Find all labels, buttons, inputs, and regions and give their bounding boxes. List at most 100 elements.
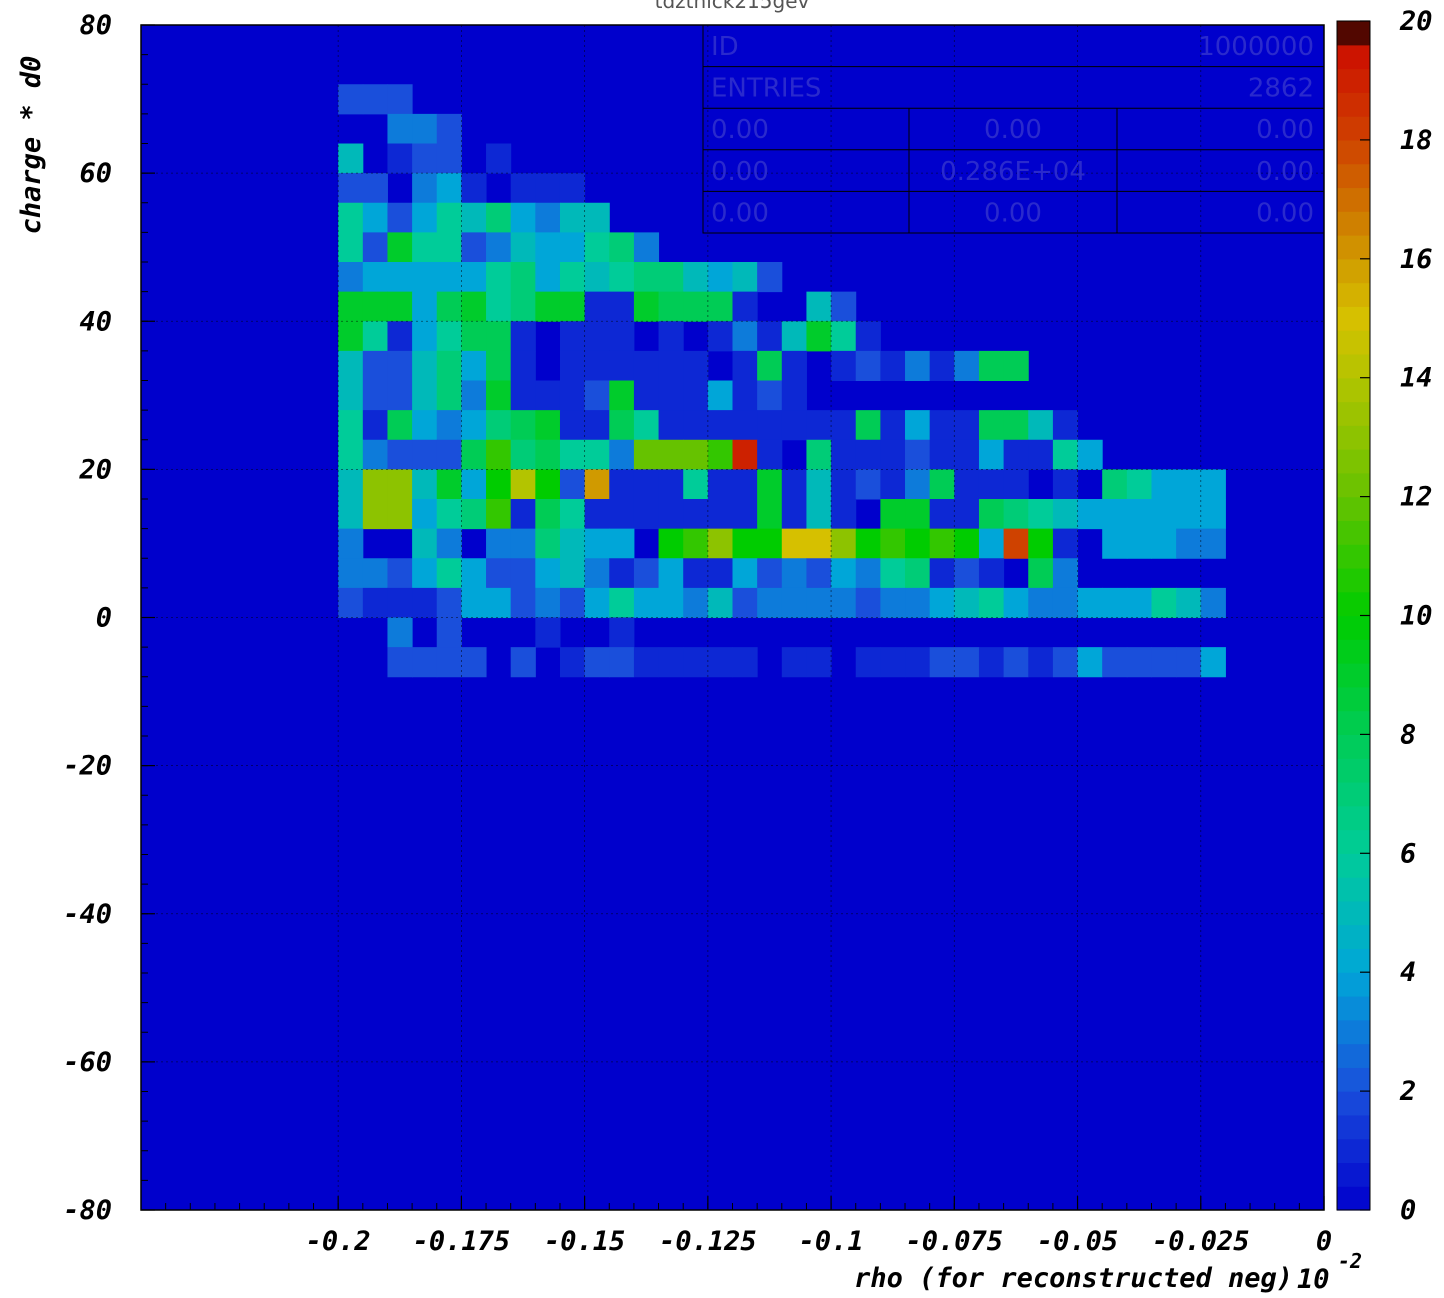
heatmap-cell: [658, 587, 684, 619]
heatmap-cell: [486, 587, 512, 619]
heatmap-cell: [362, 587, 388, 619]
heatmap-cell: [461, 587, 487, 619]
heatmap-cell: [486, 321, 512, 352]
heatmap-cell: [707, 321, 733, 352]
heatmap-cell: [559, 469, 586, 500]
heatmap-cell: [412, 143, 438, 174]
heatmap-cell: [831, 439, 857, 470]
heatmap-cell: [880, 469, 906, 500]
heatmap-cell: [436, 113, 462, 145]
heatmap-cell: [929, 469, 955, 500]
heatmap-cell: [436, 587, 462, 619]
y-axis-label: charge * d0: [16, 56, 47, 235]
heatmap-cell: [732, 262, 758, 293]
heatmap-cell: [929, 647, 955, 678]
heatmap-cell: [1077, 439, 1103, 470]
heatmap-cell: [387, 202, 413, 233]
colorbar-band: [1337, 282, 1370, 307]
colorbar-tick-label: 18: [1400, 125, 1433, 156]
heatmap-cell: [1028, 439, 1054, 470]
heatmap-cell: [609, 262, 635, 293]
heatmap-cell: [658, 291, 684, 322]
heatmap-cell: [633, 262, 660, 293]
heatmap-cell: [757, 528, 783, 559]
heatmap-cell: [707, 291, 733, 322]
heatmap-cell: [683, 262, 709, 293]
heatmap-cell: [757, 321, 783, 352]
x-tick-label: -0.125: [659, 1226, 757, 1257]
heatmap-cell: [338, 291, 364, 322]
colorbar-band: [1337, 710, 1370, 735]
heatmap-cell: [1028, 647, 1054, 678]
heatmap-cell: [510, 558, 536, 589]
heatmap-cell: [683, 380, 709, 411]
heatmap-cell: [461, 173, 487, 204]
colorbar-band: [1337, 163, 1370, 189]
x-axis: -0.2 -0.175 -0.15 -0.125 -0.1 -0.075 -0.05 -0.0…: [140, 1196, 1332, 1257]
heatmap-cell: [633, 469, 660, 500]
heatmap-cell: [559, 380, 586, 411]
colorbar-band: [1337, 139, 1370, 165]
colorbar-band: [1337, 639, 1370, 664]
stats-box: ID 1000000 ENTRIES 2862 0.00 0.00 0.00 0.00 0.28…: [702, 24, 1325, 234]
heatmap-cell: [412, 558, 438, 589]
heatmap-cell: [436, 202, 462, 233]
heatmap-cell: [806, 321, 832, 352]
heatmap-cell: [929, 558, 955, 589]
heatmap-cell: [535, 232, 561, 263]
colorbar-band: [1337, 377, 1370, 403]
heatmap-cell: [461, 647, 487, 678]
heatmap-cell: [486, 558, 512, 589]
heatmap-cell: [1176, 587, 1202, 619]
heatmap-cell: [486, 528, 512, 559]
heatmap-cell: [436, 291, 462, 322]
heatmap-cell: [338, 232, 364, 263]
heatmap-cell: [436, 232, 462, 263]
heatmap-cell: [831, 499, 857, 530]
heatmap-cell: [633, 647, 660, 678]
heatmap-cell: [535, 558, 561, 589]
heatmap-cell: [387, 380, 413, 411]
heatmap-cell: [338, 350, 364, 382]
heatmap-cell: [387, 617, 413, 648]
heatmap-cell: [1003, 587, 1029, 619]
heatmap-cell: [905, 350, 931, 382]
heatmap-cell: [781, 321, 807, 352]
heatmap-cell: [1028, 587, 1054, 619]
heatmap-cell: [412, 380, 438, 411]
colorbar-tick-label: 14: [1400, 363, 1433, 394]
heatmap-cell: [1003, 499, 1029, 530]
x-tick-label: -0.15: [544, 1226, 625, 1257]
heatmap-cell: [757, 469, 783, 500]
heatmap-cell: [609, 647, 635, 678]
heatmap-cell: [757, 350, 783, 382]
heatmap-cell: [412, 410, 438, 441]
heatmap-cell: [781, 587, 807, 619]
heatmap-cell: [412, 528, 438, 559]
heatmap-cell: [584, 647, 610, 678]
heatmap-cell: [683, 587, 709, 619]
x-tick-label: -0.025: [1152, 1226, 1250, 1257]
colorbar-band: [1337, 853, 1370, 878]
heatmap-cell: [1028, 410, 1054, 441]
heatmap-cell: [412, 113, 438, 145]
heatmap-cell: [510, 469, 536, 500]
heatmap-cell: [584, 262, 610, 293]
heatmap-cell: [584, 587, 610, 619]
heatmap-cell: [362, 173, 388, 204]
heatmap-cell: [486, 439, 512, 470]
heatmap-cell: [905, 439, 931, 470]
colorbar-band: [1337, 211, 1370, 236]
heatmap-cell: [781, 499, 807, 530]
heatmap-cell: [1003, 647, 1029, 678]
colorbar-band: [1337, 663, 1370, 688]
heatmap-cell: [1200, 647, 1226, 678]
heatmap-cell: [559, 262, 586, 293]
heatmap-cell: [412, 232, 438, 263]
heatmap-cell: [806, 291, 832, 322]
heatmap-cell: [978, 647, 1005, 678]
heatmap-cell: [633, 499, 660, 530]
heatmap-cell: [510, 291, 536, 322]
heatmap-cell: [362, 321, 388, 352]
heatmap-cell: [1151, 469, 1177, 500]
